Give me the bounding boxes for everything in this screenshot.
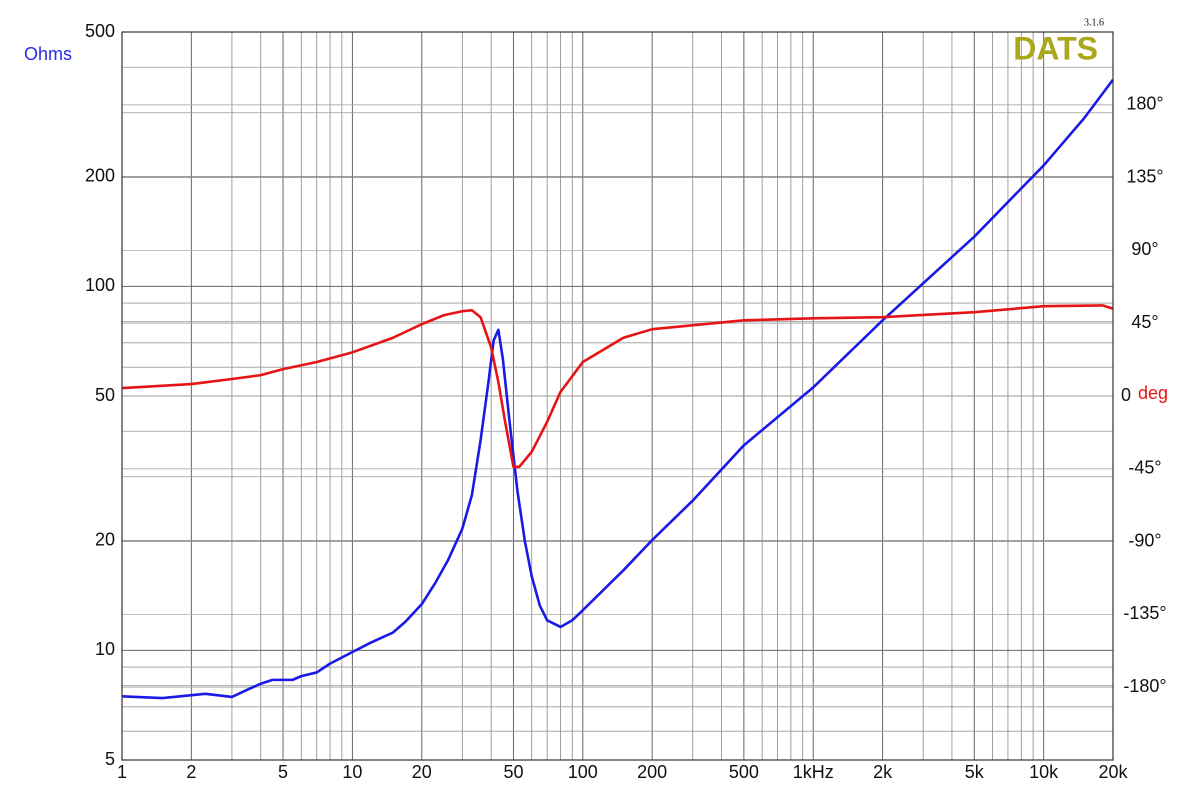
y-tick-label: 10 (95, 639, 115, 659)
y-tick-label: 500 (85, 21, 115, 41)
x-tick-label: 10 (342, 762, 362, 782)
y2-axis-label: deg (1138, 383, 1168, 403)
x-tick-label: 500 (729, 762, 759, 782)
y2-tick-label: 45° (1131, 312, 1158, 332)
phase-line (121, 304, 1114, 469)
y-tick-label: 100 (85, 275, 115, 295)
y-tick-label: 200 (85, 166, 115, 186)
y2-tick-label: -180° (1123, 676, 1166, 696)
y-tick-label: 5 (105, 749, 115, 769)
x-tick-label: 10k (1029, 762, 1059, 782)
y2-tick-label: -45° (1128, 458, 1161, 478)
y-tick-label: 50 (95, 385, 115, 405)
x-tick-label: 2 (186, 762, 196, 782)
y-tick-label: 20 (95, 530, 115, 550)
plot-frame (121, 31, 1114, 761)
y2-tick-label: 180° (1126, 94, 1163, 114)
logo: DATS (1013, 30, 1098, 66)
x-tick-label: 50 (503, 762, 523, 782)
x-tick-label: 20 (412, 762, 432, 782)
impedance-line (121, 78, 1115, 700)
y2-tick-label: 90° (1131, 239, 1158, 259)
version: 3.1.6 (1084, 17, 1104, 28)
x-tick-label: 2k (873, 762, 893, 782)
y2-tick-label: -135° (1123, 603, 1166, 623)
y-axis-label: Ohms (24, 44, 72, 64)
x-tick-label: 200 (637, 762, 667, 782)
x-tick-label: 1kHz (793, 762, 834, 782)
plot (121, 78, 1115, 700)
y2-tick-label: -90° (1128, 530, 1161, 550)
x-tick-label: 5k (965, 762, 985, 782)
y2-tick-label: 0 (1121, 385, 1131, 405)
x-tick-label: 1 (117, 762, 127, 782)
x-tick-label: 5 (278, 762, 288, 782)
y2-tick-label: 135° (1126, 166, 1163, 186)
x-tick-label: 100 (568, 762, 598, 782)
x-tick-label: 20k (1098, 762, 1128, 782)
